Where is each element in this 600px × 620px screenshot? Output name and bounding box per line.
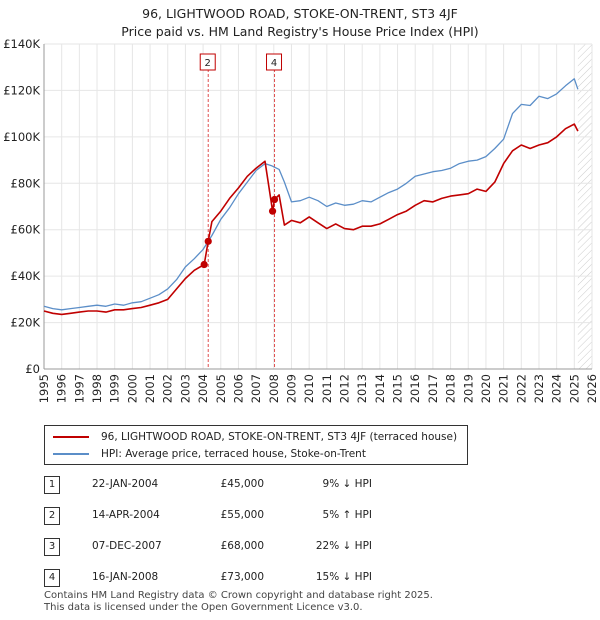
- x-tick-label: 2009: [284, 374, 298, 403]
- x-tick-label: 1999: [108, 374, 122, 403]
- x-tick-label: 2014: [373, 374, 387, 403]
- sale-marker-label: 2: [205, 58, 211, 69]
- sale-price: £68,000: [220, 540, 264, 552]
- table-row: 2 14-APR-2004 £55,000 5% ↑ HPI: [44, 507, 464, 525]
- x-tick-label: 2016: [408, 374, 422, 403]
- y-tick-label: £20K: [11, 316, 41, 330]
- x-tick-label: 2002: [161, 374, 175, 403]
- x-tick-label: 2008: [267, 374, 281, 403]
- x-tick-label: 2003: [178, 374, 192, 403]
- sale-date: 07-DEC-2007: [92, 540, 162, 552]
- sale-price: £45,000: [220, 478, 264, 490]
- sale-point: [200, 260, 208, 269]
- x-tick-label: 2005: [214, 374, 228, 403]
- x-tick-label: 2025: [567, 374, 581, 403]
- legend-item-hpi: HPI: Average price, terraced house, Stok…: [53, 446, 366, 462]
- x-tick-label: 2018: [444, 374, 458, 403]
- sale-number-badge: 2: [44, 507, 60, 525]
- sale-marker-box: [199, 53, 216, 71]
- x-tick-label: 1996: [55, 374, 69, 403]
- table-row: 1 22-JAN-2004 £45,000 9% ↓ HPI: [44, 476, 464, 494]
- x-tick-label: 2012: [338, 374, 352, 403]
- sale-price: £73,000: [220, 571, 264, 583]
- x-tick-label: 2019: [461, 374, 475, 403]
- y-tick-label: £0: [25, 362, 40, 376]
- x-tick-label: 2017: [426, 374, 440, 403]
- table-row: 4 16-JAN-2008 £73,000 15% ↓ HPI: [44, 569, 464, 587]
- x-tick-label: 2006: [231, 374, 245, 403]
- chart-legend: 96, LIGHTWOOD ROAD, STOKE-ON-TRENT, ST3 …: [44, 425, 468, 465]
- legend-item-price-paid: 96, LIGHTWOOD ROAD, STOKE-ON-TRENT, ST3 …: [53, 429, 457, 445]
- x-tick-label: 2020: [479, 374, 493, 403]
- chart-title-address: 96, LIGHTWOOD ROAD, STOKE-ON-TRENT, ST3 …: [142, 6, 458, 21]
- sale-number-badge: 4: [44, 569, 60, 587]
- sale-hpi-diff: 22% ↓ HPI: [315, 540, 372, 552]
- x-tick-label: 2013: [355, 374, 369, 403]
- x-tick-label: 2023: [532, 374, 546, 403]
- sale-date: 22-JAN-2004: [92, 478, 159, 490]
- sale-date: 16-JAN-2008: [92, 571, 159, 583]
- forecast-hatch-region: [577, 44, 592, 369]
- series-line-price-paid: [43, 123, 579, 316]
- legend-label-hpi: HPI: Average price, terraced house, Stok…: [101, 448, 366, 460]
- y-tick-label: £60K: [11, 223, 41, 237]
- x-tick-label: 1997: [72, 374, 86, 403]
- x-tick-label: 2021: [497, 374, 511, 403]
- y-tick-label: £120K: [3, 83, 40, 97]
- legend-label-price-paid: 96, LIGHTWOOD ROAD, STOKE-ON-TRENT, ST3 …: [101, 431, 458, 443]
- x-tick-label: 1998: [90, 374, 104, 403]
- legend-swatch-hpi: [53, 453, 89, 455]
- sale-point: [204, 237, 212, 245]
- y-tick-label: £140K: [3, 37, 40, 51]
- sale-number-badge: 3: [44, 538, 60, 556]
- x-tick-label: 2010: [302, 374, 316, 403]
- series-line-hpi: [43, 78, 579, 311]
- plot-area: [44, 44, 592, 369]
- y-tick-label: £40K: [11, 269, 41, 283]
- x-tick-label: 2000: [125, 374, 139, 403]
- x-tick-label: 2024: [550, 374, 564, 403]
- legend-swatch-price-paid: [53, 436, 89, 438]
- y-tick-label: £100K: [3, 130, 40, 144]
- sale-marker-label: 4: [271, 58, 277, 69]
- sale-point: [270, 195, 279, 204]
- sale-hpi-diff: 15% ↓ HPI: [315, 571, 372, 583]
- sale-number-badge: 1: [44, 476, 60, 494]
- x-tick-label: 2022: [514, 374, 528, 403]
- x-tick-label: 2015: [391, 374, 405, 403]
- sale-hpi-diff: 9% ↓ HPI: [322, 478, 372, 490]
- sale-price: £55,000: [220, 509, 264, 521]
- y-tick-label: £80K: [11, 176, 41, 190]
- sale-hpi-diff: 5% ↑ HPI: [322, 509, 372, 521]
- x-tick-label: 2007: [249, 374, 263, 403]
- price-chart: £0 £20K £40K £60K £80K £100K £120K £140K 1995 199…: [3, 37, 599, 403]
- x-tick-label: 1995: [37, 374, 51, 403]
- x-tick-label: 2011: [320, 374, 334, 403]
- sale-marker-box: [266, 53, 283, 71]
- footer-line-copyright: Contains HM Land Registry data © Crown c…: [44, 590, 433, 601]
- sale-date: 14-APR-2004: [92, 509, 160, 521]
- x-tick-label: 2004: [196, 374, 210, 403]
- x-tick-label: 2001: [143, 374, 157, 403]
- chart-subtitle: Price paid vs. HM Land Registry's House …: [121, 24, 479, 39]
- footer-attribution: Contains HM Land Registry data © Crown c…: [44, 590, 433, 614]
- table-row: 3 07-DEC-2007 £68,000 22% ↓ HPI: [44, 538, 464, 556]
- footer-line-licence: This data is licensed under the Open Gov…: [44, 602, 363, 613]
- x-tick-label: 2026: [585, 374, 599, 403]
- sale-point: [268, 207, 277, 215]
